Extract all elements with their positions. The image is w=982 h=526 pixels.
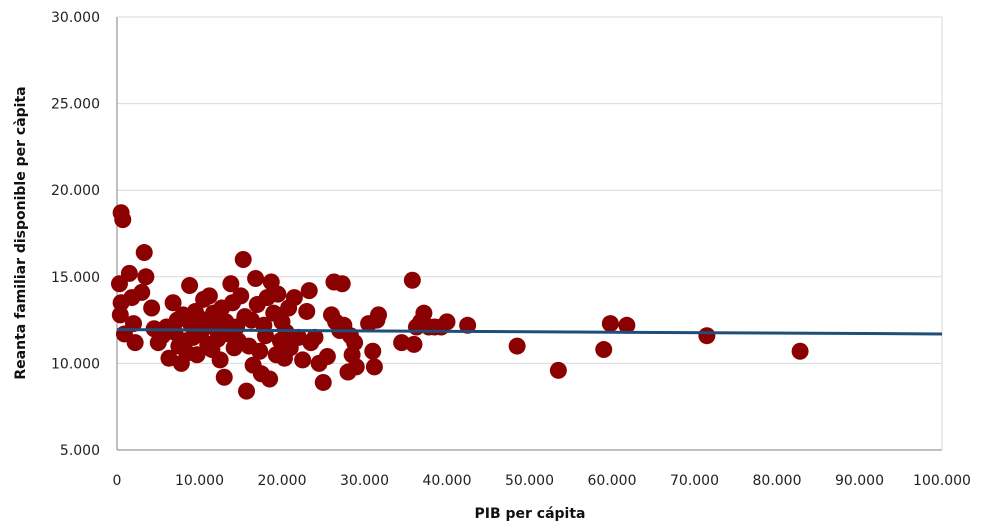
data-point <box>133 283 151 301</box>
x-axis-title: PIB per cápita <box>474 506 585 522</box>
data-point <box>285 289 303 307</box>
data-point <box>298 302 316 320</box>
x-tick-label: 0 <box>113 473 122 489</box>
y-tick-label: 30.000 <box>51 10 100 26</box>
y-tick-label: 10.000 <box>51 356 100 372</box>
data-point <box>300 282 318 300</box>
x-tick-label: 100.000 <box>913 473 971 489</box>
data-point <box>215 368 233 386</box>
data-point <box>306 328 324 346</box>
data-point <box>405 335 423 353</box>
data-point <box>365 358 383 376</box>
data-point <box>111 306 129 324</box>
data-point <box>188 346 206 364</box>
x-tick-label: 20.000 <box>258 473 307 489</box>
data-point <box>549 361 567 379</box>
data-point <box>135 244 153 262</box>
data-point <box>595 341 613 359</box>
data-point <box>120 264 138 282</box>
y-tick-labels: 5.000 10.000 15.000 20.000 25.000 30.000 <box>51 10 100 459</box>
data-point <box>364 342 382 360</box>
data-point <box>791 342 809 360</box>
x-tick-label: 90.000 <box>835 473 884 489</box>
y-tick-label: 5.000 <box>60 443 100 459</box>
data-point <box>393 334 411 352</box>
data-point <box>211 351 229 369</box>
x-tick-labels: 0 10.000 20.000 30.000 40.000 50.000 60.000 70.… <box>113 473 971 489</box>
data-point <box>508 337 526 355</box>
data-point <box>318 347 336 365</box>
data-point <box>234 250 252 268</box>
trend-line <box>116 328 943 336</box>
data-point <box>137 268 155 286</box>
data-point <box>294 351 312 369</box>
x-tick-label: 60.000 <box>588 473 637 489</box>
data-point <box>181 276 199 294</box>
data-point <box>143 299 161 317</box>
x-tick-label: 10.000 <box>175 473 224 489</box>
x-tick-label: 80.000 <box>753 473 802 489</box>
data-point <box>238 382 256 400</box>
data-point <box>261 370 279 388</box>
data-point <box>601 315 619 333</box>
data-point <box>114 211 132 229</box>
data-point <box>403 271 421 289</box>
data-point <box>164 294 182 312</box>
data-point <box>247 270 265 288</box>
x-tick-label: 30.000 <box>340 473 389 489</box>
data-point <box>618 316 636 334</box>
data-point <box>347 358 365 376</box>
y-tick-label: 20.000 <box>51 183 100 199</box>
data-point <box>459 316 477 334</box>
data-point <box>333 275 351 293</box>
data-point <box>370 306 388 324</box>
data-point <box>232 287 250 305</box>
x-tick-label: 50.000 <box>505 473 554 489</box>
data-point <box>346 334 364 352</box>
data-points <box>110 204 809 400</box>
data-point <box>125 315 142 333</box>
data-point <box>415 304 433 322</box>
x-tick-label: 70.000 <box>670 473 719 489</box>
data-point <box>251 342 269 360</box>
y-tick-label: 15.000 <box>51 270 100 286</box>
data-point <box>222 275 240 293</box>
y-axis-title: Reanta familiar disponible per càpita <box>13 86 29 379</box>
data-point <box>698 327 716 345</box>
x-tick-label: 40.000 <box>423 473 472 489</box>
data-point <box>438 313 456 331</box>
data-point <box>126 334 144 352</box>
data-point <box>200 287 218 305</box>
y-tick-label: 25.000 <box>51 97 100 113</box>
data-point <box>314 373 332 391</box>
data-point <box>269 285 287 303</box>
